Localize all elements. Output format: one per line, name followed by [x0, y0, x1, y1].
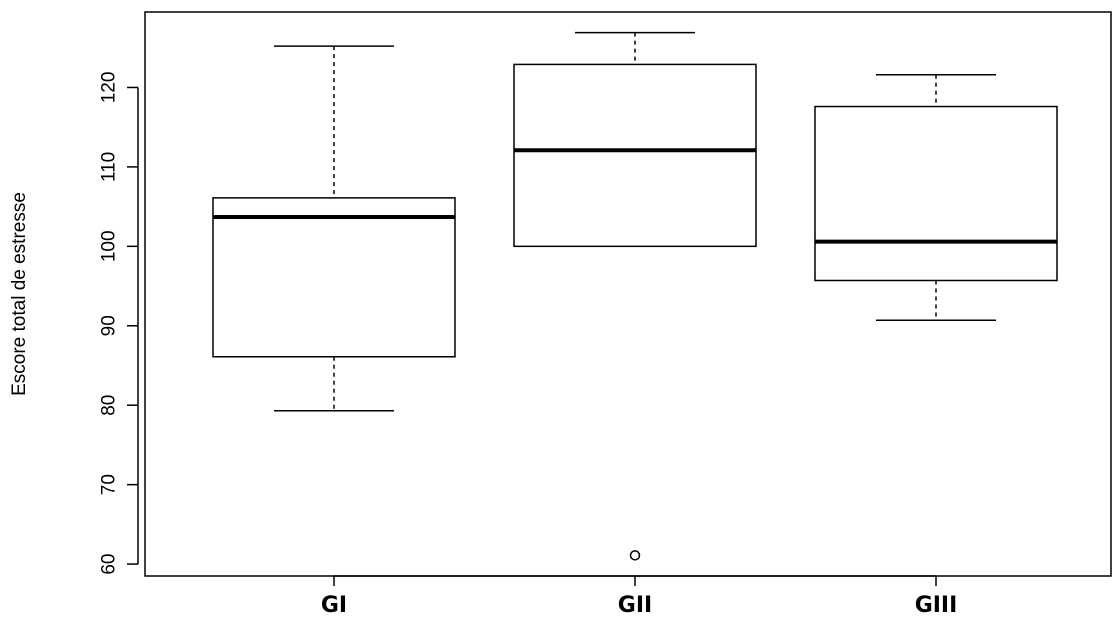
- y-tick-label: 120: [99, 72, 120, 104]
- x-tick-label: GII: [618, 593, 652, 618]
- y-axis-title: Escore total de estresse: [9, 192, 30, 396]
- y-tick-label: 60: [99, 554, 120, 575]
- outlier-point: [629, 550, 641, 561]
- x-axis: GI GII GIII: [321, 575, 958, 618]
- x-tick-label: GIII: [915, 593, 958, 618]
- y-axis: 60 70 80 90 100 110 120: [99, 72, 139, 575]
- box-body: [212, 197, 456, 358]
- box-giii: [814, 74, 1058, 321]
- y-tick-label: 70: [99, 474, 120, 495]
- y-tick-label: 80: [99, 395, 120, 416]
- y-tick-label: 110: [99, 152, 120, 182]
- x-tick-label: GI: [321, 593, 347, 618]
- box-gi: [212, 45, 456, 412]
- box-body: [814, 105, 1058, 282]
- box-body: [513, 63, 757, 248]
- box-gii: [513, 31, 757, 561]
- y-tick-label: 90: [99, 315, 120, 336]
- y-tick-label: 100: [99, 230, 120, 262]
- box-series: [212, 31, 1058, 561]
